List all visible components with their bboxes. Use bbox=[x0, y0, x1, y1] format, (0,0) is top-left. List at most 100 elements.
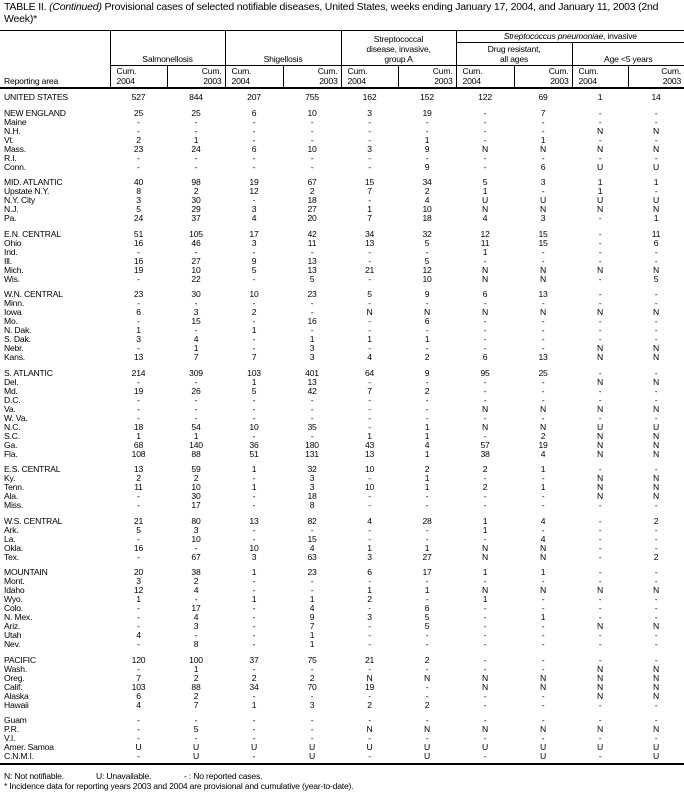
value-cell: - bbox=[310, 162, 314, 172]
value-cell: - bbox=[310, 734, 314, 743]
value-cell: 5 bbox=[193, 725, 199, 734]
cum-year: 2004 bbox=[347, 76, 367, 86]
value-cell: - bbox=[654, 395, 658, 405]
value-cell: 19 bbox=[133, 265, 144, 275]
value-cell: 27 bbox=[422, 552, 432, 562]
value-cell: - bbox=[598, 368, 602, 378]
value-cell: - bbox=[368, 117, 371, 127]
region-row: MID. ATLANTIC 40 98 19 67 15 34 5 3 1 1 bbox=[0, 178, 684, 187]
reporting-area-cell: MID. ATLANTIC bbox=[4, 178, 63, 187]
value-cell: 3 bbox=[309, 344, 315, 353]
value-cell: - bbox=[425, 247, 429, 257]
value-cell: 23 bbox=[133, 290, 144, 299]
value-cell: 3 bbox=[309, 700, 315, 710]
value-cell: - bbox=[541, 700, 545, 710]
value-cell: - bbox=[368, 716, 371, 725]
value-cell: - bbox=[654, 187, 658, 196]
table-row: Va. - - - - - - N N N N bbox=[0, 405, 684, 414]
value-cell: 51 bbox=[133, 229, 144, 239]
value-cell: - bbox=[425, 716, 429, 725]
value-cell: - bbox=[541, 344, 545, 353]
value-cell: 22 bbox=[191, 274, 201, 284]
value-cell: 40 bbox=[133, 178, 144, 187]
value-cell: N bbox=[540, 265, 547, 275]
value-cell: - bbox=[483, 344, 487, 353]
reporting-area-cell: Tenn. bbox=[4, 483, 25, 492]
value-cell: 2 bbox=[251, 308, 257, 317]
value-cell: 131 bbox=[305, 449, 319, 459]
value-cell: 1 bbox=[309, 640, 315, 649]
value-cell: 5 bbox=[424, 622, 430, 631]
value-cell: 2 bbox=[136, 135, 141, 145]
value-cell: - bbox=[483, 534, 487, 544]
value-cell: 10 bbox=[307, 144, 317, 154]
value-cell: - bbox=[194, 153, 198, 163]
value-cell: 16 bbox=[307, 317, 317, 326]
value-cell: 1 bbox=[424, 335, 430, 344]
value-cell: 12 bbox=[249, 187, 259, 196]
value-cell: N bbox=[597, 586, 604, 595]
value-cell: - bbox=[541, 604, 545, 613]
value-cell: - bbox=[252, 734, 256, 743]
value-cell: - bbox=[598, 247, 602, 257]
value-cell: 1 bbox=[367, 205, 372, 214]
value-cell: 1 bbox=[251, 595, 257, 604]
value-cell: N bbox=[653, 353, 660, 362]
value-cell: 17 bbox=[422, 568, 432, 577]
value-cell: - bbox=[483, 256, 487, 266]
value-cell: 2 bbox=[424, 465, 430, 474]
value-cell: - bbox=[425, 326, 429, 335]
table-row: Oreg. 7 2 2 2 N N N N N N bbox=[0, 674, 684, 683]
cum-year: 2004 bbox=[231, 76, 251, 86]
title-prefix: TABLE II. bbox=[4, 1, 50, 13]
value-cell: N bbox=[597, 622, 604, 631]
value-cell: 4 bbox=[193, 335, 199, 344]
value-cell: - bbox=[368, 413, 371, 423]
value-cell: - bbox=[483, 326, 487, 335]
value-cell: 5 bbox=[424, 256, 430, 266]
value-cell: N bbox=[653, 691, 660, 701]
value-cell: 16 bbox=[133, 543, 144, 553]
table-row: Wyo. 1 - 1 1 2 - 1 - - - bbox=[0, 595, 684, 604]
table-row: Ala. - 30 - 18 - - - - N N bbox=[0, 492, 684, 501]
value-cell: U bbox=[167, 752, 226, 765]
value-cell: 2 bbox=[540, 431, 546, 441]
value-cell: 5 bbox=[367, 290, 372, 299]
value-cell: - bbox=[654, 700, 658, 710]
value-cell: - bbox=[654, 386, 658, 396]
value-cell: - bbox=[252, 153, 256, 163]
cum-label: Cum. bbox=[116, 66, 137, 76]
value-cell: 7 bbox=[367, 386, 372, 396]
value-cell: - bbox=[483, 413, 487, 423]
value-cell: 1 bbox=[540, 135, 546, 145]
table-row: Ky. 2 2 - 3 - 1 - - N N bbox=[0, 474, 684, 483]
value-cell: 1 bbox=[193, 664, 199, 674]
value-cell: 11 bbox=[651, 229, 661, 239]
value-cell: 1 bbox=[597, 92, 603, 102]
value-cell: 13 bbox=[307, 377, 317, 387]
value-cell: 15 bbox=[307, 534, 317, 544]
header-cum-2003: Cum. 2003 bbox=[397, 65, 457, 89]
value-cell: 38 bbox=[191, 568, 201, 577]
value-cell: 2 bbox=[367, 595, 372, 604]
value-cell: - bbox=[598, 153, 602, 163]
value-cell: 30 bbox=[191, 196, 201, 205]
value-cell: - bbox=[252, 431, 256, 441]
value-cell: 64 bbox=[364, 368, 375, 378]
value-cell: - bbox=[252, 135, 256, 145]
value-cell: N bbox=[653, 492, 660, 501]
value-cell: U bbox=[597, 422, 604, 432]
reporting-area-cell: Kans. bbox=[4, 353, 25, 362]
reporting-area-cell: Idaho bbox=[4, 586, 25, 595]
reporting-area-cell: MOUNTAIN bbox=[4, 568, 48, 577]
value-cell: 12 bbox=[422, 265, 432, 275]
value-cell: 14 bbox=[651, 92, 661, 102]
value-cell: N bbox=[653, 344, 660, 353]
value-cell: - bbox=[654, 501, 658, 510]
reporting-area-cell: N.Y. City bbox=[4, 196, 35, 205]
reporting-area-cell: Minn. bbox=[4, 299, 25, 308]
value-cell: 1 bbox=[482, 568, 488, 577]
value-cell: 67 bbox=[307, 178, 317, 187]
value-cell: 3 bbox=[136, 196, 141, 205]
cum-year: 2003 bbox=[203, 76, 222, 86]
